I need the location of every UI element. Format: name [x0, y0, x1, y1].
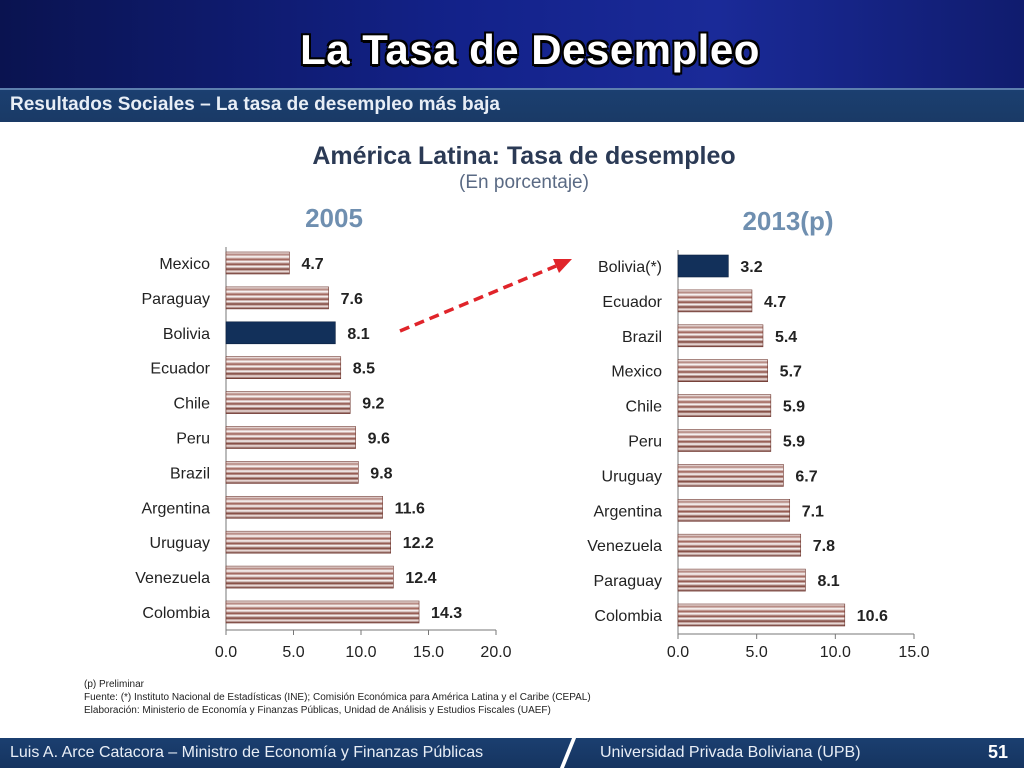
category-label: Paraguay [142, 291, 211, 308]
category-label: Argentina [594, 503, 663, 520]
subtitle-text: Resultados Sociales – La tasa de desempl… [10, 94, 500, 115]
category-label: Peru [176, 431, 210, 448]
bar-ecuador [225, 356, 342, 380]
bar-venezuela [225, 565, 394, 589]
x-tick-label: 20.0 [480, 644, 511, 661]
value-label: 11.6 [395, 500, 425, 517]
x-tick-label: 10.0 [345, 644, 376, 661]
panel-title: 2005 [305, 203, 363, 233]
bar-peru [677, 429, 772, 452]
bar-uruguay [225, 530, 391, 554]
category-label: Ecuador [602, 294, 662, 311]
slide-title: La Tasa de Desempleo [300, 26, 760, 73]
subtitle-band: Resultados Sociales – La tasa de desempl… [0, 88, 1024, 122]
value-label: 9.6 [368, 431, 390, 448]
value-label: 14.3 [431, 605, 462, 622]
chart-title: América Latina: Tasa de desempleo [312, 142, 736, 170]
value-label: 12.4 [405, 570, 436, 587]
category-label: Venezuela [135, 570, 210, 587]
category-label: Argentina [142, 500, 211, 517]
value-label: 8.1 [347, 326, 369, 343]
footer-university: Universidad Privada Boliviana (UPB) [600, 744, 861, 761]
arrow-head [553, 259, 572, 273]
category-label: Bolivia [163, 326, 210, 343]
category-label: Paraguay [594, 573, 663, 590]
bar-chile [677, 394, 772, 417]
page-number: 51 [988, 742, 1009, 762]
category-label: Venezuela [587, 538, 662, 555]
panel-title: 2013(p) [742, 206, 833, 236]
footnotes: (p) Preliminar Fuente: (*) Instituto Nac… [84, 678, 591, 717]
footnote-source: Fuente: (*) Instituto Nacional de Estadí… [84, 692, 591, 703]
category-label: Bolivia(*) [598, 259, 662, 276]
category-label: Colombia [594, 608, 662, 625]
value-label: 5.9 [783, 399, 805, 416]
x-tick-label: 15.0 [898, 644, 929, 661]
footer-band: Luis A. Arce Catacora – Ministro de Econ… [0, 738, 1024, 768]
bar-brazil [677, 324, 764, 348]
chart-panel-2013: 2013(p) Bolivia(*) 3.2 Ecuador 4.7 Brazil 5.4 M… [587, 206, 929, 661]
value-label: 3.2 [740, 259, 762, 276]
bar-peru [225, 426, 356, 449]
bar-mexico [225, 251, 290, 275]
category-label: Uruguay [602, 468, 662, 485]
x-tick-label: 15.0 [413, 644, 444, 661]
category-label: Chile [626, 399, 663, 416]
bar-bolivia [677, 254, 729, 278]
footnote-preliminar: (p) Preliminar [84, 679, 145, 690]
value-label: 7.1 [802, 503, 824, 520]
bar-colombia [225, 600, 420, 624]
value-label: 5.4 [775, 329, 797, 346]
category-label: Brazil [622, 329, 662, 346]
bar-uruguay [677, 464, 784, 487]
category-label: Peru [628, 434, 662, 451]
value-label: 8.1 [817, 573, 839, 590]
bar-argentina [225, 495, 383, 519]
category-label: Mexico [159, 256, 210, 273]
category-label: Mexico [611, 364, 662, 381]
value-label: 10.6 [857, 608, 888, 625]
value-label: 4.7 [301, 256, 323, 273]
x-tick-label: 5.0 [746, 644, 768, 661]
footer-separator [559, 738, 577, 768]
bar-chile [225, 391, 351, 414]
value-label: 9.8 [370, 465, 392, 482]
bar-argentina [677, 498, 791, 522]
category-label: Chile [174, 396, 211, 413]
bar-paraguay [225, 286, 329, 310]
category-label: Colombia [142, 605, 210, 622]
trend-arrow [399, 259, 572, 333]
bar-mexico [677, 359, 768, 383]
x-tick-label: 10.0 [820, 644, 851, 661]
x-tick-label: 0.0 [667, 644, 689, 661]
chart-panel-2005: 2005 Mexico 4.7 Paraguay 7.6 Bolivia 8.1 Ecuado… [135, 203, 511, 661]
x-tick-label: 5.0 [282, 644, 304, 661]
value-label: 8.5 [353, 361, 375, 378]
bar-paraguay [677, 568, 806, 592]
title-band [0, 0, 1024, 88]
value-label: 4.7 [764, 294, 786, 311]
x-tick-label: 0.0 [215, 644, 237, 661]
footnote-elaboration: Elaboración: Ministerio de Economía y Fi… [84, 705, 551, 716]
chart-subtitle: (En porcentaje) [459, 172, 589, 193]
value-label: 7.8 [813, 538, 835, 555]
value-label: 7.6 [341, 291, 363, 308]
bar-colombia [677, 603, 846, 627]
bar-ecuador [677, 289, 753, 313]
category-label: Brazil [170, 465, 210, 482]
bar-venezuela [677, 533, 802, 557]
footer-author: Luis A. Arce Catacora – Ministro de Econ… [10, 744, 484, 761]
value-label: 6.7 [795, 468, 817, 485]
arrow-line [399, 264, 557, 333]
value-label: 5.9 [783, 434, 805, 451]
bar-brazil [225, 461, 359, 484]
value-label: 5.7 [780, 364, 802, 381]
value-label: 9.2 [362, 396, 384, 413]
category-label: Uruguay [150, 535, 210, 552]
bar-bolivia [225, 321, 336, 345]
value-label: 12.2 [403, 535, 434, 552]
category-label: Ecuador [150, 361, 210, 378]
